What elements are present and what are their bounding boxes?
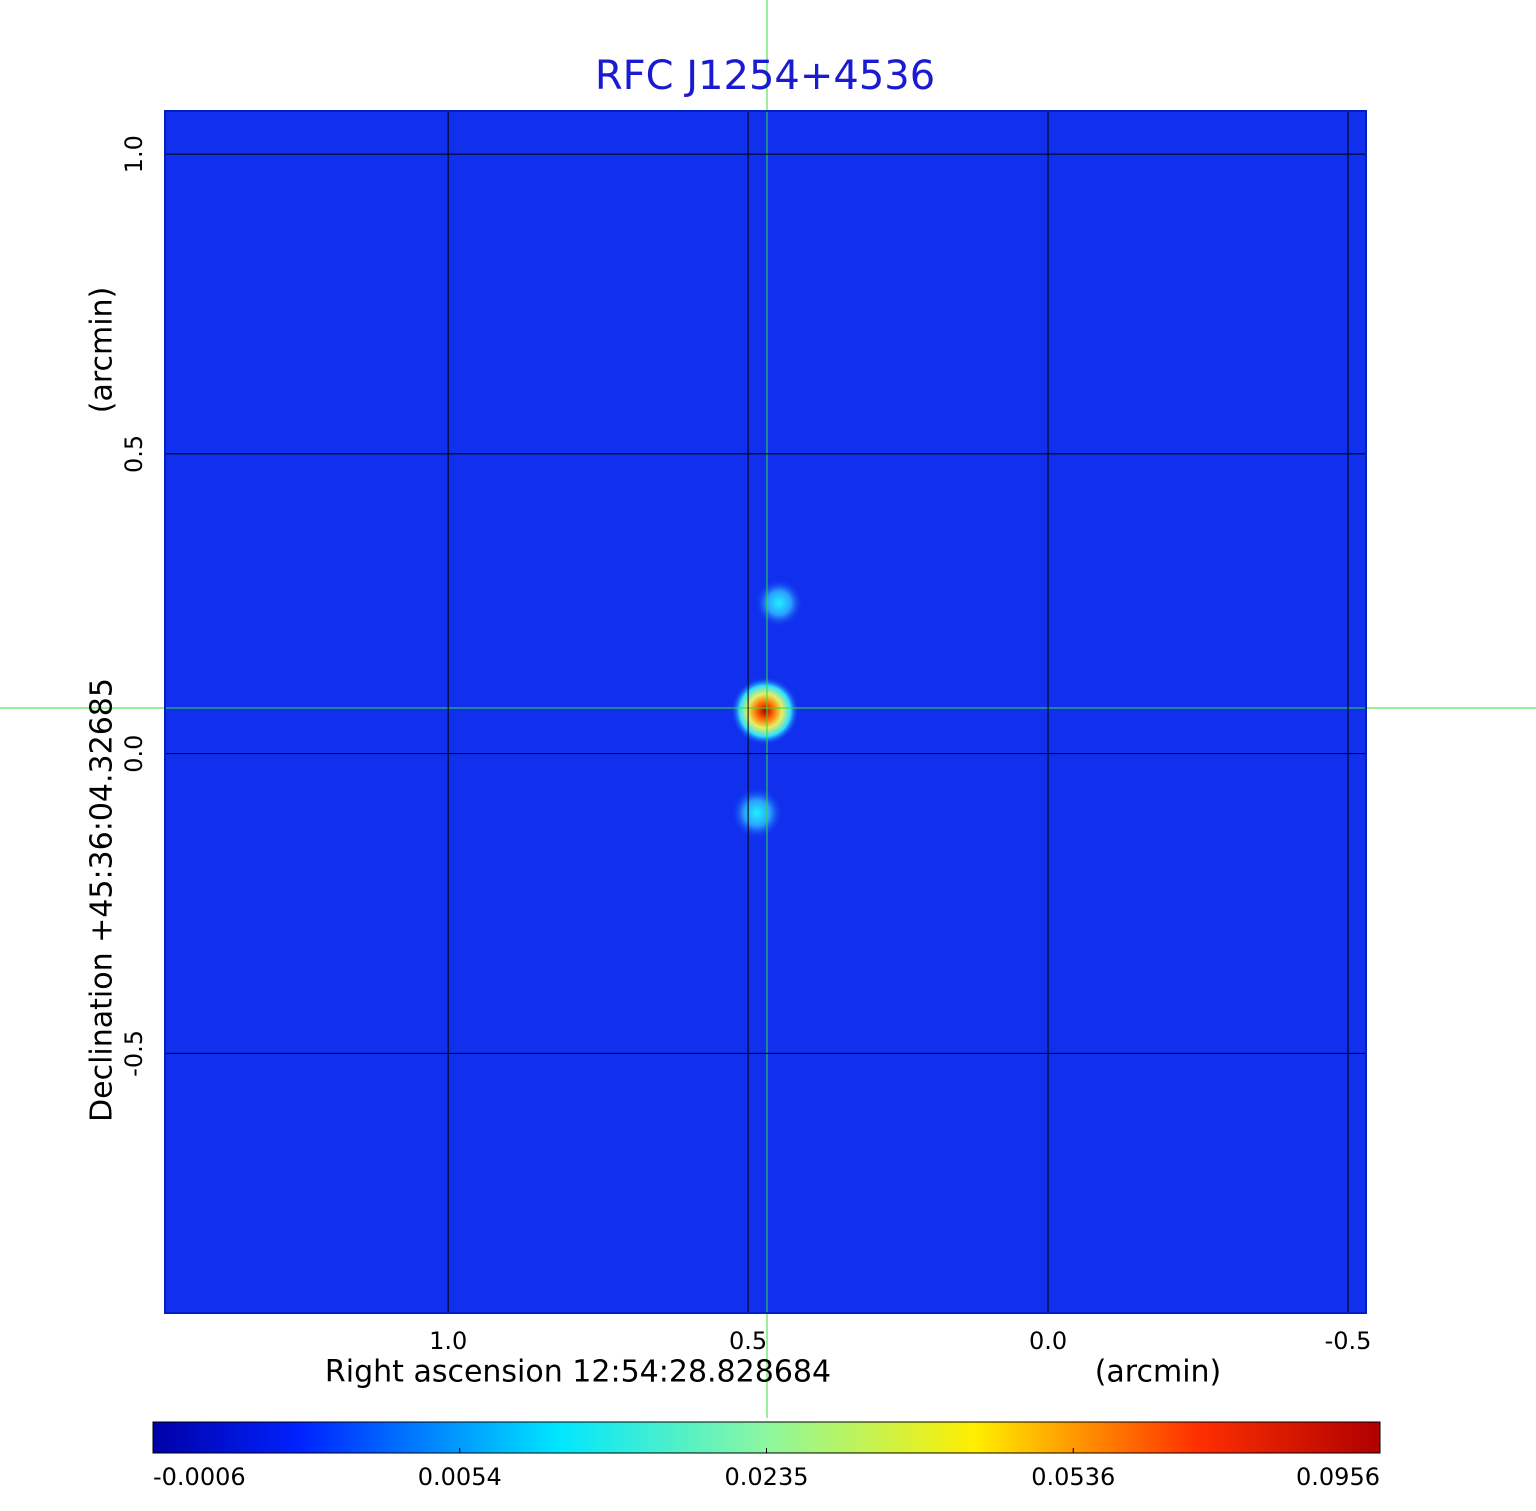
y-tick-label: 0.0 bbox=[120, 735, 148, 773]
colorbar-tick-label: 0.0235 bbox=[725, 1463, 809, 1491]
chart-title: RFC J1254+4536 bbox=[595, 53, 935, 99]
x-axis-label: Right ascension 12:54:28.828684 bbox=[325, 1355, 831, 1390]
plot-frame bbox=[164, 110, 1367, 1314]
x-axis-unit: (arcmin) bbox=[1095, 1355, 1222, 1390]
source-knot bbox=[755, 579, 803, 627]
y-tick-label: 1.0 bbox=[120, 135, 148, 173]
colorbar-tick-label: 0.0054 bbox=[418, 1463, 502, 1491]
x-tick-label: 0.0 bbox=[1029, 1327, 1067, 1355]
source-knot bbox=[731, 787, 783, 839]
colorbar-tick-label: 0.0536 bbox=[1031, 1463, 1115, 1491]
y-axis-unit: (arcmin) bbox=[85, 287, 120, 414]
colorbar-tick-label: -0.0006 bbox=[153, 1463, 246, 1491]
colorbar-tick-label: 0.0956 bbox=[1296, 1463, 1380, 1491]
x-tick-label: -0.5 bbox=[1325, 1327, 1372, 1355]
source-core bbox=[731, 677, 799, 745]
y-tick-label: -0.5 bbox=[120, 1030, 148, 1077]
colorbar bbox=[152, 1421, 1381, 1454]
y-tick-label: 0.5 bbox=[120, 435, 148, 473]
x-tick-label: 0.5 bbox=[729, 1327, 767, 1355]
x-tick-label: 1.0 bbox=[429, 1327, 467, 1355]
y-axis-label: Declination +45:36:04.32685 bbox=[85, 678, 120, 1122]
